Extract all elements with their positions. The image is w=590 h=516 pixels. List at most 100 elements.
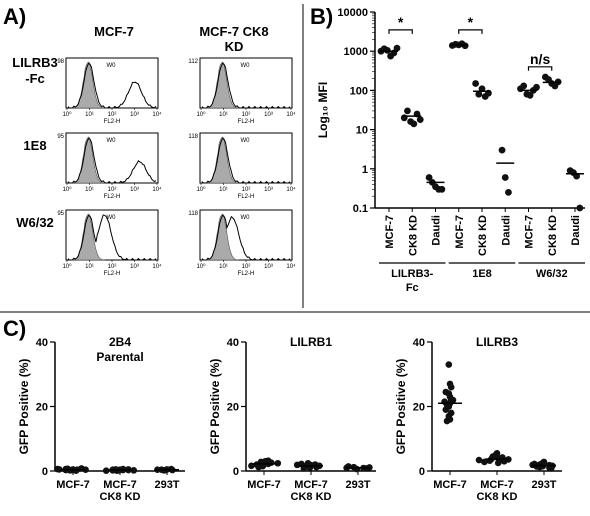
histogram-x-tick-label: 10⁴ (152, 186, 162, 193)
histogram-x-axis-label: FL2-H (238, 194, 255, 200)
histogram-x-tick-label: 10¹ (219, 112, 228, 118)
histogram-x-tick-label: 10² (108, 112, 117, 118)
y-tick-label: 0 (233, 466, 239, 478)
histogram-code: W0 (106, 63, 116, 69)
data-point (533, 83, 540, 91)
histogram-x-tick-label: 10² (108, 187, 117, 193)
stained-histogram (67, 214, 157, 261)
histogram-plot: 112 W0 10⁰ 10¹ 10² 10³ 10⁴ FL2-H (188, 57, 296, 125)
panel-label-b: B) (310, 4, 333, 29)
y-axis-label: GFP Positive (%) (17, 359, 31, 455)
significance-bracket (388, 29, 413, 34)
row-label: W6/32 (16, 215, 54, 230)
histogram-x-tick-label: 10⁰ (196, 111, 206, 118)
x-tick-label: Daudi (431, 215, 443, 246)
y-tick-label: 1 (362, 164, 368, 176)
data-point (130, 467, 138, 474)
significance-bracket (527, 66, 553, 71)
histogram-x-tick-label: 10² (242, 264, 251, 270)
data-point (449, 396, 457, 404)
histogram-plot: 118 W0 10⁰ 10¹ 10² 10³ 10⁴ FL2-H (188, 209, 296, 277)
histogram-ymax: 95 (57, 134, 64, 140)
control-histogram (70, 213, 106, 261)
subplot-title: LILRB1 (290, 335, 332, 349)
data-point (472, 80, 479, 87)
histogram-x-tick-label: 10⁰ (196, 186, 206, 193)
row-label: LILRB3 (12, 55, 58, 70)
panel-b-log-mfi-scatter: 0.1 1 10 100 1000 10000 Log₁₀ MFI MCF-7 CK8 KD Da… (316, 7, 585, 294)
data-point (576, 204, 584, 212)
histogram-code: W0 (240, 138, 250, 144)
data-point (82, 466, 89, 474)
data-point (498, 146, 506, 154)
histogram-x-tick-label: 10³ (130, 112, 139, 118)
histogram-x-tick-label: 10² (242, 187, 251, 193)
control-histogram (204, 136, 240, 184)
group-label: LILRB3- (391, 268, 434, 280)
data-point (493, 449, 501, 457)
data-point (520, 82, 528, 90)
significance-label: n/s (530, 51, 550, 67)
row-label: -Fc (25, 71, 45, 86)
group-label: W6/32 (536, 268, 568, 280)
histogram-code: W0 (240, 63, 250, 69)
x-tick-label: CK8 KD (100, 491, 141, 503)
data-point (445, 361, 453, 368)
x-tick-label: CK8 KD (291, 491, 332, 503)
subplot-title: 2B4 (109, 335, 131, 349)
x-tick-label: CK8 KD (547, 215, 559, 256)
group-label: Fc (406, 282, 419, 294)
y-tick-label: 10 (356, 125, 368, 137)
control-histogram (204, 61, 240, 109)
histogram-x-axis-label: FL2-H (104, 119, 121, 125)
data-point (494, 459, 502, 467)
x-tick-label: 293T (154, 479, 179, 491)
histogram-x-tick-label: 10³ (130, 264, 139, 270)
y-axis-label: GFP Positive (%) (208, 359, 222, 455)
significance-bracket (458, 29, 483, 34)
column-header: MCF-7 (94, 24, 134, 39)
data-point (384, 46, 391, 54)
x-tick-label: CK8 KD (407, 215, 419, 256)
data-point (438, 185, 446, 193)
data-point (547, 465, 555, 472)
data-point (443, 417, 451, 425)
significance-label: * (468, 14, 474, 30)
histogram-x-tick-label: 10⁰ (62, 186, 72, 193)
x-tick-label: CK8 KD (477, 491, 518, 503)
histogram-x-axis-label: FL2-H (238, 271, 255, 277)
column-header: MCF-7 CK8 (199, 24, 268, 39)
histogram-x-tick-label: 10⁰ (62, 263, 72, 270)
y-tick-label: 10000 (337, 7, 368, 19)
histogram-x-tick-label: 10¹ (219, 187, 228, 193)
histogram-ymax: 98 (57, 59, 64, 65)
subplot-title: LILRB3 (476, 335, 518, 349)
significance-label: * (398, 14, 404, 30)
histogram-x-tick-label: 10⁰ (62, 111, 72, 118)
x-tick-label: MCF-7 (433, 479, 467, 491)
data-point (293, 461, 301, 469)
data-point (447, 383, 455, 391)
histogram-x-tick-label: 10³ (264, 264, 273, 270)
y-axis-label: GFP Positive (%) (394, 359, 408, 455)
x-tick-label: MCF-7 (480, 479, 514, 491)
data-point (425, 174, 433, 181)
y-tick-label: 40 (36, 337, 48, 349)
data-point (400, 114, 408, 122)
data-point (475, 456, 483, 464)
histogram-x-tick-label: 10⁰ (196, 263, 206, 270)
histogram-x-tick-label: 10⁴ (286, 263, 296, 270)
histogram-x-axis-label: FL2-H (238, 119, 255, 125)
x-tick-label: CK8 KD (477, 215, 489, 256)
data-point (410, 120, 418, 128)
histogram-x-tick-label: 10³ (264, 187, 273, 193)
control-histogram (204, 213, 240, 261)
data-point (442, 406, 450, 414)
data-point (475, 90, 483, 98)
y-tick-label: 0 (42, 466, 48, 478)
